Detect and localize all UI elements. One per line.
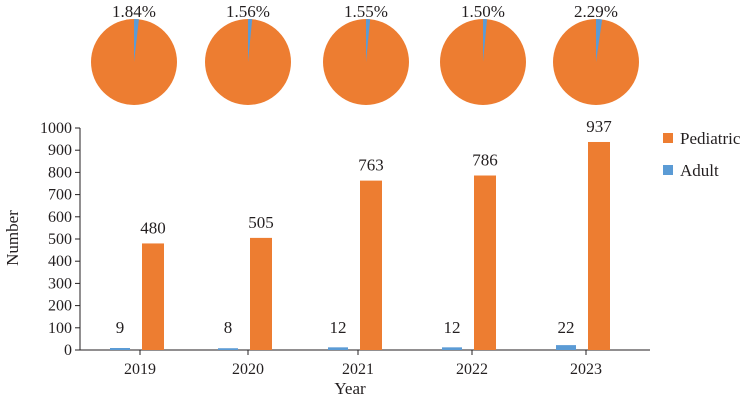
bar-adult-label: 12 [330, 318, 347, 337]
bar-pediatric-label: 763 [358, 156, 384, 175]
bar-adult-label: 22 [558, 318, 575, 337]
bar-pediatric [474, 175, 496, 350]
bar-pediatric-label: 480 [140, 218, 166, 237]
y-tick-label: 0 [64, 342, 72, 359]
legend-label: Adult [680, 161, 719, 180]
y-tick-label: 300 [48, 275, 72, 292]
x-tick-label: 2019 [124, 361, 156, 378]
y-tick-label: 200 [48, 298, 72, 315]
y-tick-label: 600 [48, 209, 72, 226]
y-tick-label: 700 [48, 187, 72, 204]
x-tick-label: 2021 [342, 361, 374, 378]
y-tick-label: 800 [48, 164, 72, 181]
x-axis-title: Year [334, 379, 366, 398]
bar-pediatric [142, 243, 164, 350]
pie-slice-adult [248, 19, 253, 62]
y-tick-label: 500 [48, 231, 72, 248]
pie-percent-label: 1.56% [226, 2, 270, 21]
bar-adult-label: 12 [444, 318, 461, 337]
legend-label: Pediatric [680, 129, 741, 148]
bar-adult-label: 8 [224, 318, 233, 337]
x-tick-label: 2022 [456, 361, 488, 378]
bar-pediatric [588, 141, 610, 350]
bar-adult [218, 348, 238, 350]
pie-percent-label: 2.29% [574, 2, 618, 21]
pie-slice-adult [366, 19, 371, 62]
bar-pediatric [360, 180, 382, 350]
legend: Pediatric Adult [663, 129, 741, 180]
pie-percent-label: 1.84% [112, 2, 156, 21]
bar-pediatric-label: 937 [586, 117, 612, 136]
y-tick-label: 900 [48, 142, 72, 159]
y-tick-label: 1000 [40, 120, 72, 137]
x-tick-label: 2020 [232, 361, 264, 378]
pie-row: 1.84% 1.56% 1.55% 1.50% 2.29% [91, 2, 639, 105]
pie-percent-label: 1.55% [344, 2, 388, 21]
pie-slice-adult [596, 19, 603, 62]
y-tick-label: 100 [48, 320, 72, 337]
bar-pediatric [250, 237, 272, 350]
bar-adult [442, 347, 462, 350]
pie-percent-label: 1.50% [461, 2, 505, 21]
bars: 9 480 8 505 12 763 12 786 22 937 [110, 117, 612, 350]
bar-adult [556, 345, 576, 350]
axes: 0 100 200 300 400 500 600 700 800 900 1000 2019 2020… [40, 120, 650, 378]
bar-pediatric-label: 505 [248, 213, 274, 232]
y-tick-label: 400 [48, 253, 72, 270]
bar-adult [328, 347, 348, 350]
bar-pediatric-label: 786 [472, 151, 498, 170]
bar-adult [110, 348, 130, 350]
pie-slice-adult [483, 19, 488, 62]
bar-adult-label: 9 [116, 318, 125, 337]
x-tick-label: 2023 [570, 361, 602, 378]
legend-swatch [663, 165, 673, 175]
pie-slice-adult [134, 19, 139, 62]
y-axis-title: Number [3, 210, 22, 266]
legend-swatch [663, 133, 673, 143]
